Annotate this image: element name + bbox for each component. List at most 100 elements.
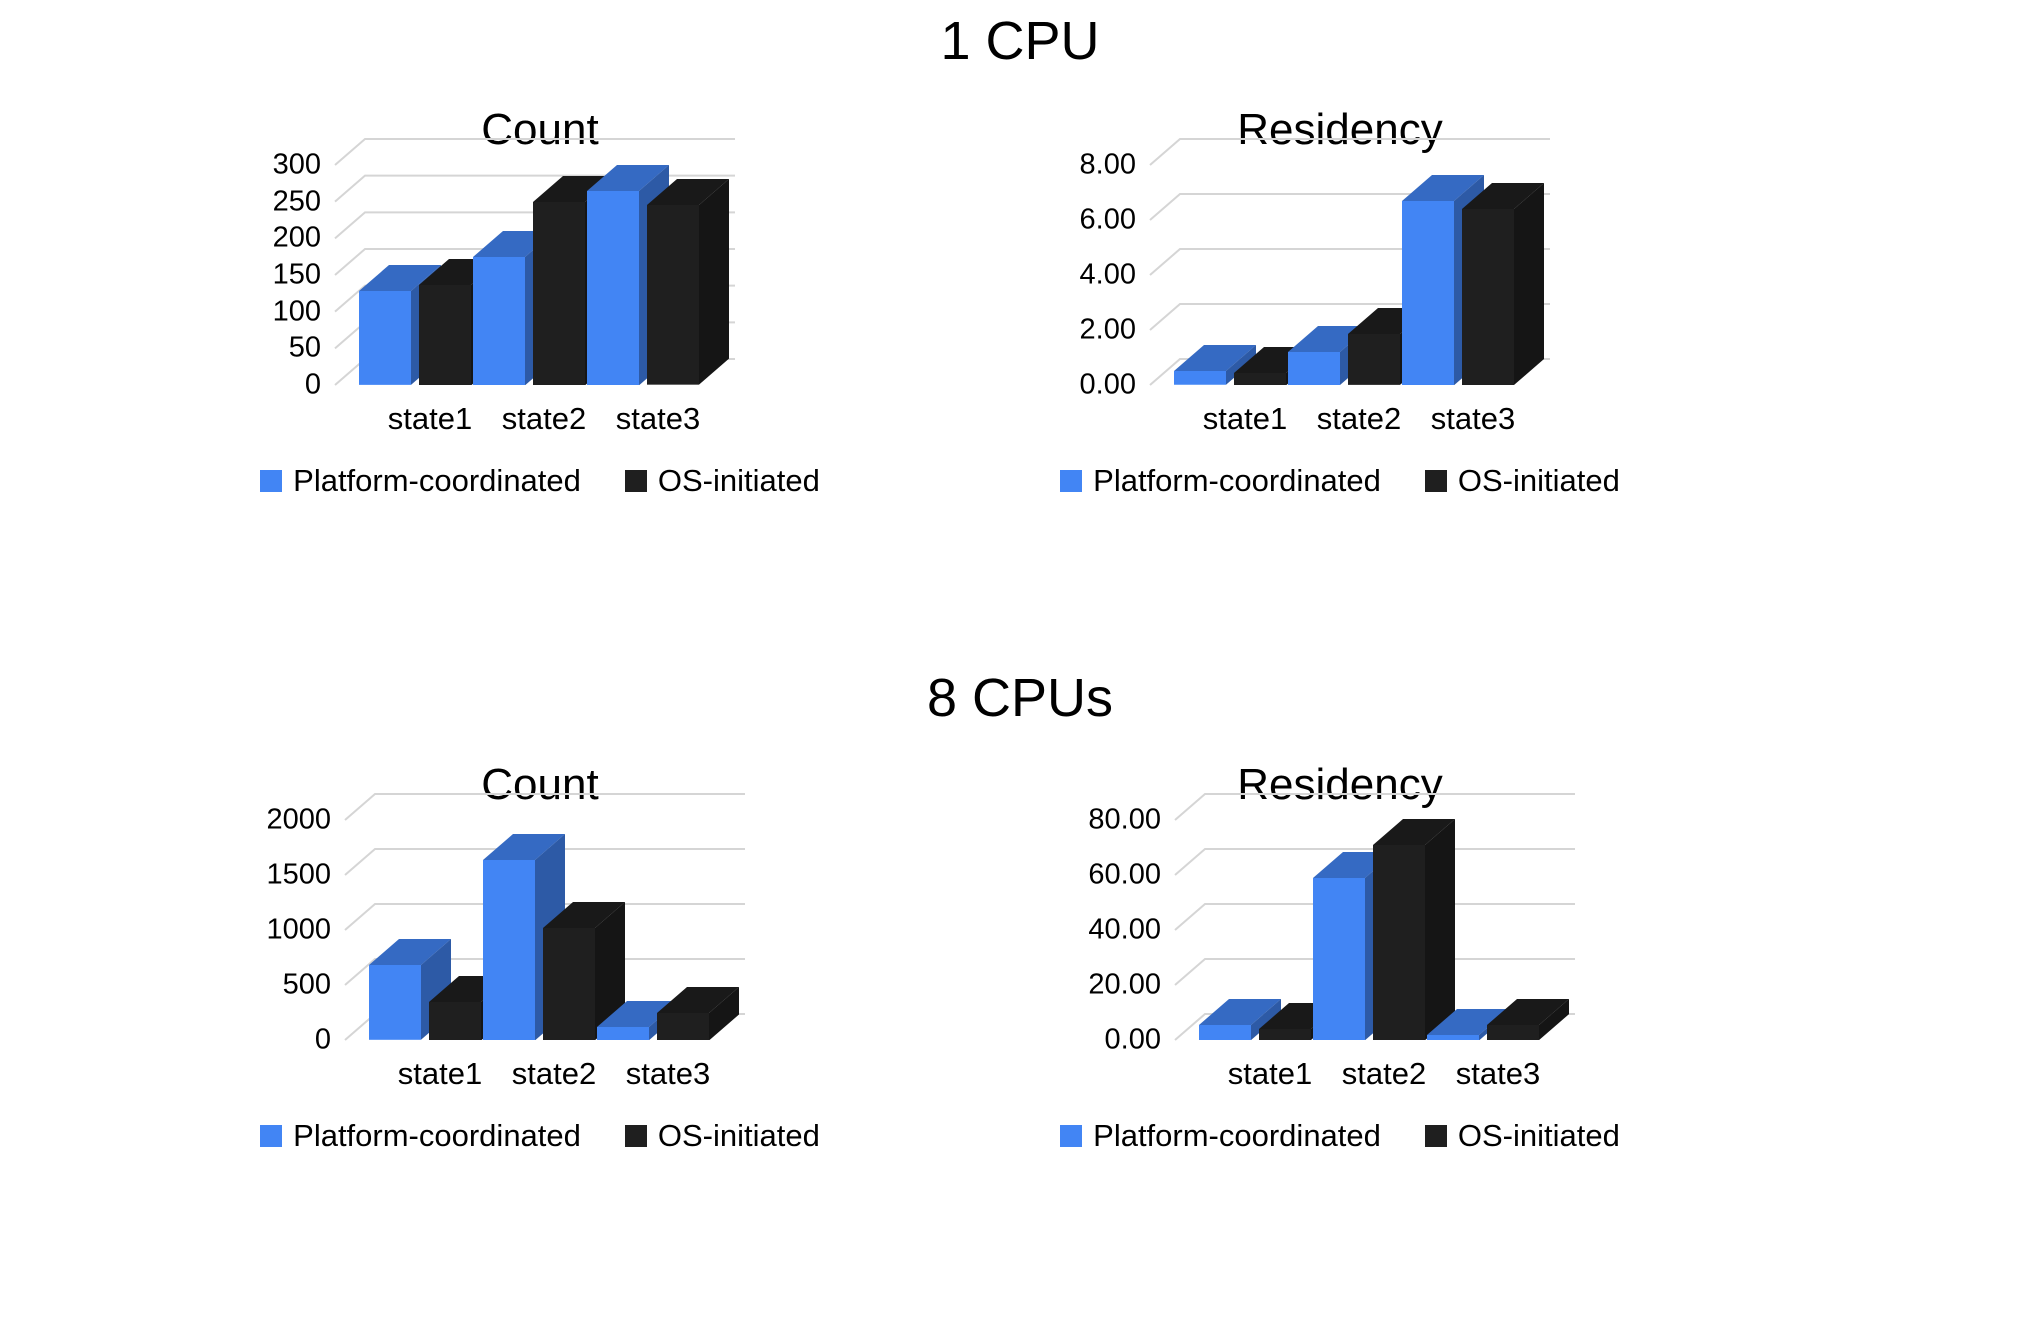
bar-series-group <box>1020 105 1660 625</box>
chart-title: Count <box>481 760 599 809</box>
x-tick-label: state2 <box>1316 401 1402 436</box>
y-tick-label: 60.00 <box>1088 858 1161 891</box>
x-axis-labels: state1 state2 state3 <box>220 760 860 1280</box>
legend-swatch-icon <box>624 1125 647 1147</box>
chart-legend: Platform-coordinated OS-initiated <box>1020 1118 1660 1154</box>
x-axis-labels: state1 state2 state3 <box>220 105 860 625</box>
bar <box>1174 345 1256 385</box>
legend-label: OS-initiated <box>657 463 820 498</box>
legend-label: Platform-coordinated <box>293 463 581 498</box>
legend-item[interactable]: OS-initiated <box>1424 1118 1620 1154</box>
y-tick-label: 0 <box>304 368 321 401</box>
legend-swatch-icon <box>624 470 647 492</box>
bar <box>1199 998 1281 1040</box>
y-axis-labels: 0.00 20.00 40.00 60.00 80.00 <box>1020 760 1161 1280</box>
bar-3d-shape <box>1373 818 1455 1040</box>
legend-swatch-icon <box>1060 470 1083 492</box>
y-tick-label: 300 <box>272 148 321 181</box>
y-axis-labels: 0 50 100 150 200 250 300 <box>220 105 321 625</box>
x-tick-label: state3 <box>625 1056 711 1091</box>
x-tick-label: state1 <box>1227 1056 1313 1091</box>
legend-label: OS-initiated <box>1457 1118 1620 1153</box>
y-tick-label: 20.00 <box>1088 968 1161 1001</box>
legend-swatch-icon <box>1060 1125 1083 1147</box>
legend-item[interactable]: Platform-coordinated <box>1060 463 1381 499</box>
legend-item[interactable]: Platform-coordinated <box>260 1118 581 1154</box>
chart-cpu1-residency: Residency 0.00 2.00 4.00 6.00 8.00 state1 state… <box>1020 105 1660 625</box>
y-tick-label: 2.00 <box>1079 313 1136 346</box>
chart-cpu8-count: Count 0 500 1000 1500 2000 state1 state2 state3 P… <box>220 760 860 1280</box>
bar-3d-shape <box>1487 998 1569 1040</box>
legend-swatch-icon <box>260 1125 283 1147</box>
section-title-8cpus: 8 CPUs <box>926 668 1114 728</box>
chart-legend: Platform-coordinated OS-initiated <box>220 463 860 499</box>
bar-series-group <box>220 105 860 625</box>
bar-3d-shape <box>543 901 625 1040</box>
legend-item[interactable]: OS-initiated <box>624 463 820 499</box>
y-tick-label: 2000 <box>266 803 331 836</box>
x-tick-label: state2 <box>1341 1056 1427 1091</box>
bar-series-group <box>1020 760 1660 1280</box>
legend-label: OS-initiated <box>657 1118 820 1153</box>
y-tick-label: 40.00 <box>1088 913 1161 946</box>
bar <box>1462 183 1544 385</box>
bar-3d-shape <box>1462 183 1544 385</box>
bar-series-group <box>220 760 860 1280</box>
chart-gridlines <box>1174 793 1575 1041</box>
y-axis-labels: 0 500 1000 1500 2000 <box>220 760 331 1280</box>
chart-cpu1-count: Count 0 50 100 150 200 250 300 state1 state2 state… <box>220 105 860 625</box>
chart-title: Residency <box>1237 760 1443 809</box>
legend-item[interactable]: OS-initiated <box>1424 463 1620 499</box>
bar <box>657 986 739 1040</box>
legend-label: OS-initiated <box>1457 463 1620 498</box>
y-tick-label: 1500 <box>266 858 331 891</box>
x-tick-label: state1 <box>397 1056 483 1091</box>
y-tick-label: 250 <box>272 185 321 218</box>
y-axis-labels: 0.00 2.00 4.00 6.00 8.00 <box>1020 105 1136 625</box>
x-tick-label: state3 <box>1430 401 1516 436</box>
legend-swatch-icon <box>1424 470 1447 492</box>
bar-3d-shape <box>657 986 739 1040</box>
bar-3d-shape <box>1174 345 1256 385</box>
chart-title: Residency <box>1237 105 1443 154</box>
x-axis-labels: state1 state2 state3 <box>1020 105 1660 625</box>
legend-label: Platform-coordinated <box>1093 463 1381 498</box>
legend-swatch-icon <box>1424 1125 1447 1147</box>
y-tick-label: 500 <box>282 968 331 1001</box>
x-tick-label: state1 <box>387 401 473 436</box>
y-tick-label: 50 <box>288 331 321 364</box>
chart-legend: Platform-coordinated OS-initiated <box>1020 463 1660 499</box>
y-tick-label: 150 <box>272 258 321 291</box>
y-tick-label: 6.00 <box>1079 203 1136 236</box>
x-tick-label: state3 <box>615 401 701 436</box>
legend-item[interactable]: Platform-coordinated <box>260 463 581 499</box>
legend-item[interactable]: OS-initiated <box>624 1118 820 1154</box>
y-tick-label: 100 <box>272 295 321 328</box>
legend-item[interactable]: Platform-coordinated <box>1060 1118 1381 1154</box>
x-tick-label: state2 <box>511 1056 597 1091</box>
x-tick-label: state1 <box>1202 401 1288 436</box>
y-tick-label: 0 <box>314 1023 331 1056</box>
y-tick-label: 1000 <box>266 913 331 946</box>
y-tick-label: 200 <box>272 221 321 254</box>
y-tick-label: 80.00 <box>1088 803 1161 836</box>
x-tick-label: state2 <box>501 401 587 436</box>
legend-label: Platform-coordinated <box>1093 1118 1381 1153</box>
section-title-1cpu: 1 CPU <box>940 11 1100 71</box>
bar-3d-shape <box>1199 998 1281 1040</box>
bar <box>1373 818 1455 1040</box>
chart-cpu8-residency: Residency 0.00 20.00 40.00 60.00 80.00 state1 s… <box>1020 760 1660 1280</box>
bar <box>543 901 625 1040</box>
y-tick-label: 4.00 <box>1079 258 1136 291</box>
y-tick-label: 0.00 <box>1104 1023 1161 1056</box>
chart-title: Count <box>481 105 599 154</box>
y-tick-label: 0.00 <box>1079 368 1136 401</box>
bar <box>647 179 729 385</box>
x-tick-label: state3 <box>1455 1056 1541 1091</box>
legend-swatch-icon <box>260 470 283 492</box>
chart-legend: Platform-coordinated OS-initiated <box>220 1118 860 1154</box>
x-axis-labels: state1 state2 state3 <box>1020 760 1660 1280</box>
bar-3d-shape <box>647 179 729 385</box>
bar <box>1487 998 1569 1040</box>
